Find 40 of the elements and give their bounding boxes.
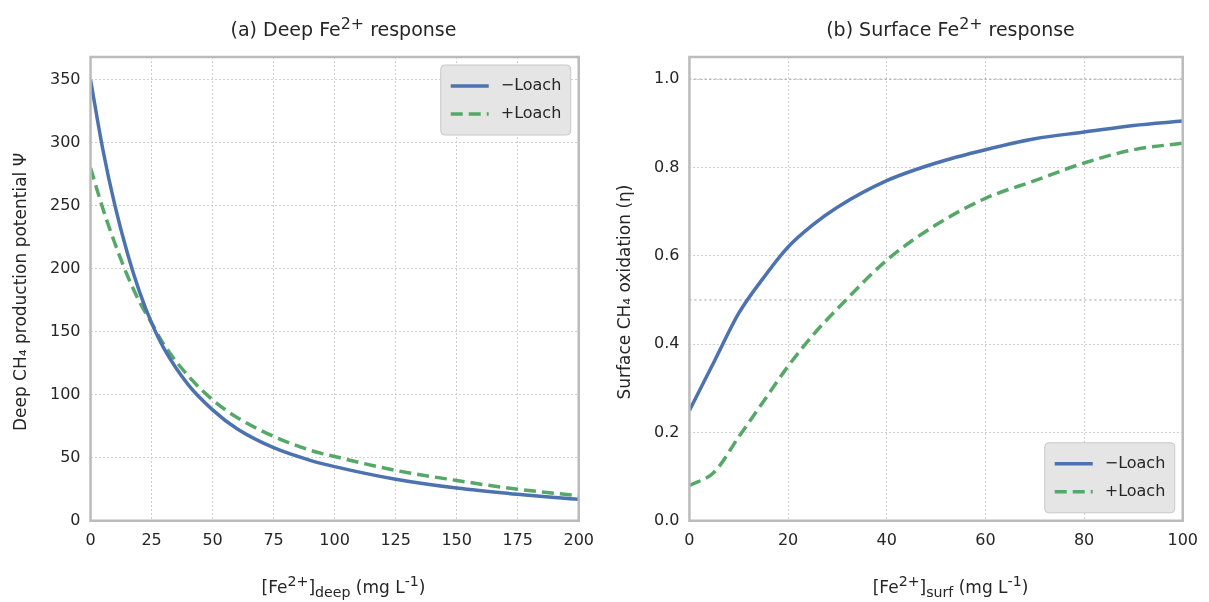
x-tick-label: 60 bbox=[975, 529, 996, 549]
x-tick-label: 50 bbox=[202, 529, 223, 549]
y-axis-title: Deep CH₄ production potential Ψ bbox=[10, 152, 31, 432]
legend-label: +Loach bbox=[500, 103, 562, 123]
x-axis-title: [Fe$^{2+}$]$_{surf}$ (mg L$^{-1}$) bbox=[871, 572, 1030, 600]
y-axis-title: Surface CH₄ oxidation (η) bbox=[613, 184, 634, 400]
y-tick-label: 1.0 bbox=[653, 68, 680, 88]
x-tick-label: 80 bbox=[1073, 529, 1095, 549]
legend-label: −Loach bbox=[500, 75, 562, 95]
x-tick-label: 200 bbox=[563, 529, 594, 549]
x-tick-label: 100 bbox=[1167, 529, 1198, 549]
x-tick-label: 20 bbox=[777, 529, 799, 549]
x-tick-label: 125 bbox=[380, 529, 411, 549]
x-tick-label: 25 bbox=[141, 529, 162, 549]
x-tick-label: 75 bbox=[263, 529, 284, 549]
y-tick-label: 250 bbox=[49, 194, 81, 214]
y-tick-label: 300 bbox=[49, 131, 81, 151]
y-tick-label: 0.0 bbox=[653, 509, 680, 529]
legend-label: +Loach bbox=[1104, 480, 1166, 500]
x-tick-label: 0 bbox=[85, 529, 96, 549]
y-tick-label: 0.6 bbox=[653, 244, 680, 264]
y-tick-label: 200 bbox=[49, 257, 81, 277]
chart-title: (a) Deep Fe$^{2+}$ response bbox=[229, 14, 458, 41]
y-tick-label: 100 bbox=[49, 383, 81, 403]
legend-label: −Loach bbox=[1104, 452, 1166, 472]
x-axis-title: [Fe$^{2+}$]$_{deep}$ (mg L$^{-1}$) bbox=[260, 572, 427, 600]
y-tick-label: 0.4 bbox=[653, 333, 680, 353]
x-tick-label: 100 bbox=[319, 529, 350, 549]
y-tick-label: 0.8 bbox=[653, 156, 680, 176]
x-tick-label: 0 bbox=[684, 529, 695, 549]
y-tick-label: 50 bbox=[60, 446, 81, 466]
chart-title: (b) Surface Fe$^{2+}$ response bbox=[825, 14, 1076, 41]
y-tick-label: 350 bbox=[49, 68, 81, 88]
y-tick-label: 150 bbox=[49, 320, 81, 340]
x-tick-label: 40 bbox=[876, 529, 897, 549]
line-series bbox=[689, 119, 1183, 413]
x-tick-label: 175 bbox=[502, 529, 533, 549]
x-tick-label: 150 bbox=[441, 529, 472, 549]
y-tick-label: 0 bbox=[70, 509, 81, 529]
y-tick-label: 0.2 bbox=[653, 421, 680, 441]
